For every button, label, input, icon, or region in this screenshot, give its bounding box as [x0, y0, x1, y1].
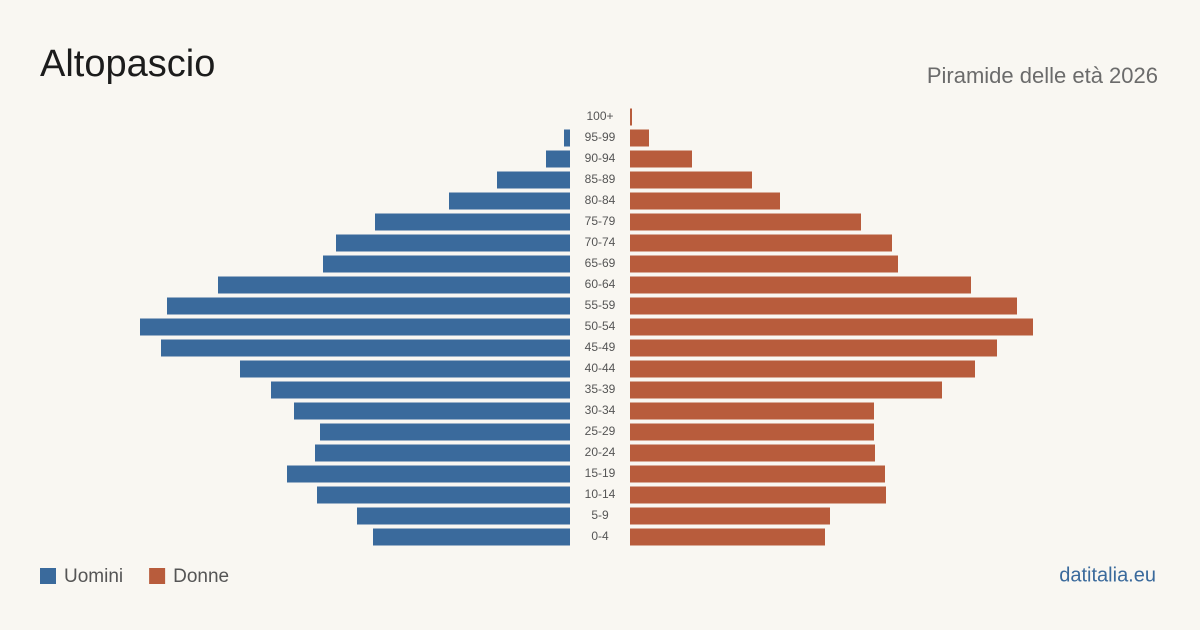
bar — [630, 255, 898, 273]
bar — [630, 234, 892, 252]
bar — [357, 507, 570, 525]
bar — [336, 234, 570, 252]
category-label: 75-79 — [585, 214, 616, 228]
bar — [315, 444, 570, 462]
bar — [630, 339, 997, 357]
category-label: 40-44 — [585, 361, 616, 375]
bar — [630, 444, 875, 462]
category-label: 55-59 — [585, 298, 616, 312]
category-label: 25-29 — [585, 424, 616, 438]
bar — [271, 381, 570, 399]
bar — [630, 171, 752, 189]
bar — [630, 213, 861, 231]
category-label: 100+ — [586, 109, 613, 123]
bar — [630, 381, 942, 399]
bar — [630, 507, 830, 525]
bar — [320, 423, 570, 441]
bar — [375, 213, 570, 231]
bar — [240, 360, 570, 378]
bar — [497, 171, 570, 189]
source: datitalia.eu — [1059, 564, 1156, 586]
bar — [630, 318, 1033, 336]
bar — [546, 150, 570, 168]
bar — [373, 528, 570, 546]
bar — [218, 276, 570, 294]
bar — [630, 486, 886, 504]
bar — [630, 528, 825, 546]
category-label: 80-84 — [585, 193, 616, 207]
category-label: 35-39 — [585, 382, 616, 396]
category-label: 15-19 — [585, 466, 616, 480]
bar — [294, 402, 570, 420]
bar — [161, 339, 570, 357]
bar — [317, 486, 570, 504]
category-label: 70-74 — [585, 235, 616, 249]
bar — [323, 255, 570, 273]
category-label: 60-64 — [585, 277, 616, 291]
legend-swatch — [40, 568, 56, 584]
bar — [630, 360, 975, 378]
bar — [564, 129, 570, 147]
bar — [630, 129, 649, 147]
bar — [630, 150, 692, 168]
category-label: 90-94 — [585, 151, 616, 165]
bar — [630, 297, 1017, 315]
category-label: 10-14 — [585, 487, 616, 501]
category-label: 85-89 — [585, 172, 616, 186]
bar — [630, 276, 971, 294]
legend-swatch — [149, 568, 166, 584]
chart-title: Altopascio — [40, 43, 215, 85]
category-label: 45-49 — [585, 340, 616, 354]
chart-subtitle: Piramide delle età 2026 — [927, 63, 1158, 88]
bar — [630, 465, 885, 483]
legend-label: Uomini — [64, 566, 123, 587]
legend-label: Donne — [173, 566, 229, 587]
bar — [287, 465, 570, 483]
bar — [630, 192, 780, 210]
category-label: 50-54 — [585, 319, 616, 333]
category-label: 5-9 — [591, 508, 609, 522]
bar — [630, 402, 874, 420]
bar — [167, 297, 570, 315]
category-label: 0-4 — [591, 529, 609, 543]
category-label: 30-34 — [585, 403, 616, 417]
bar — [449, 192, 570, 210]
bar — [630, 108, 632, 126]
category-label: 20-24 — [585, 445, 616, 459]
category-label: 95-99 — [585, 130, 616, 144]
category-label: 65-69 — [585, 256, 616, 270]
bar — [140, 318, 570, 336]
bar — [630, 423, 874, 441]
